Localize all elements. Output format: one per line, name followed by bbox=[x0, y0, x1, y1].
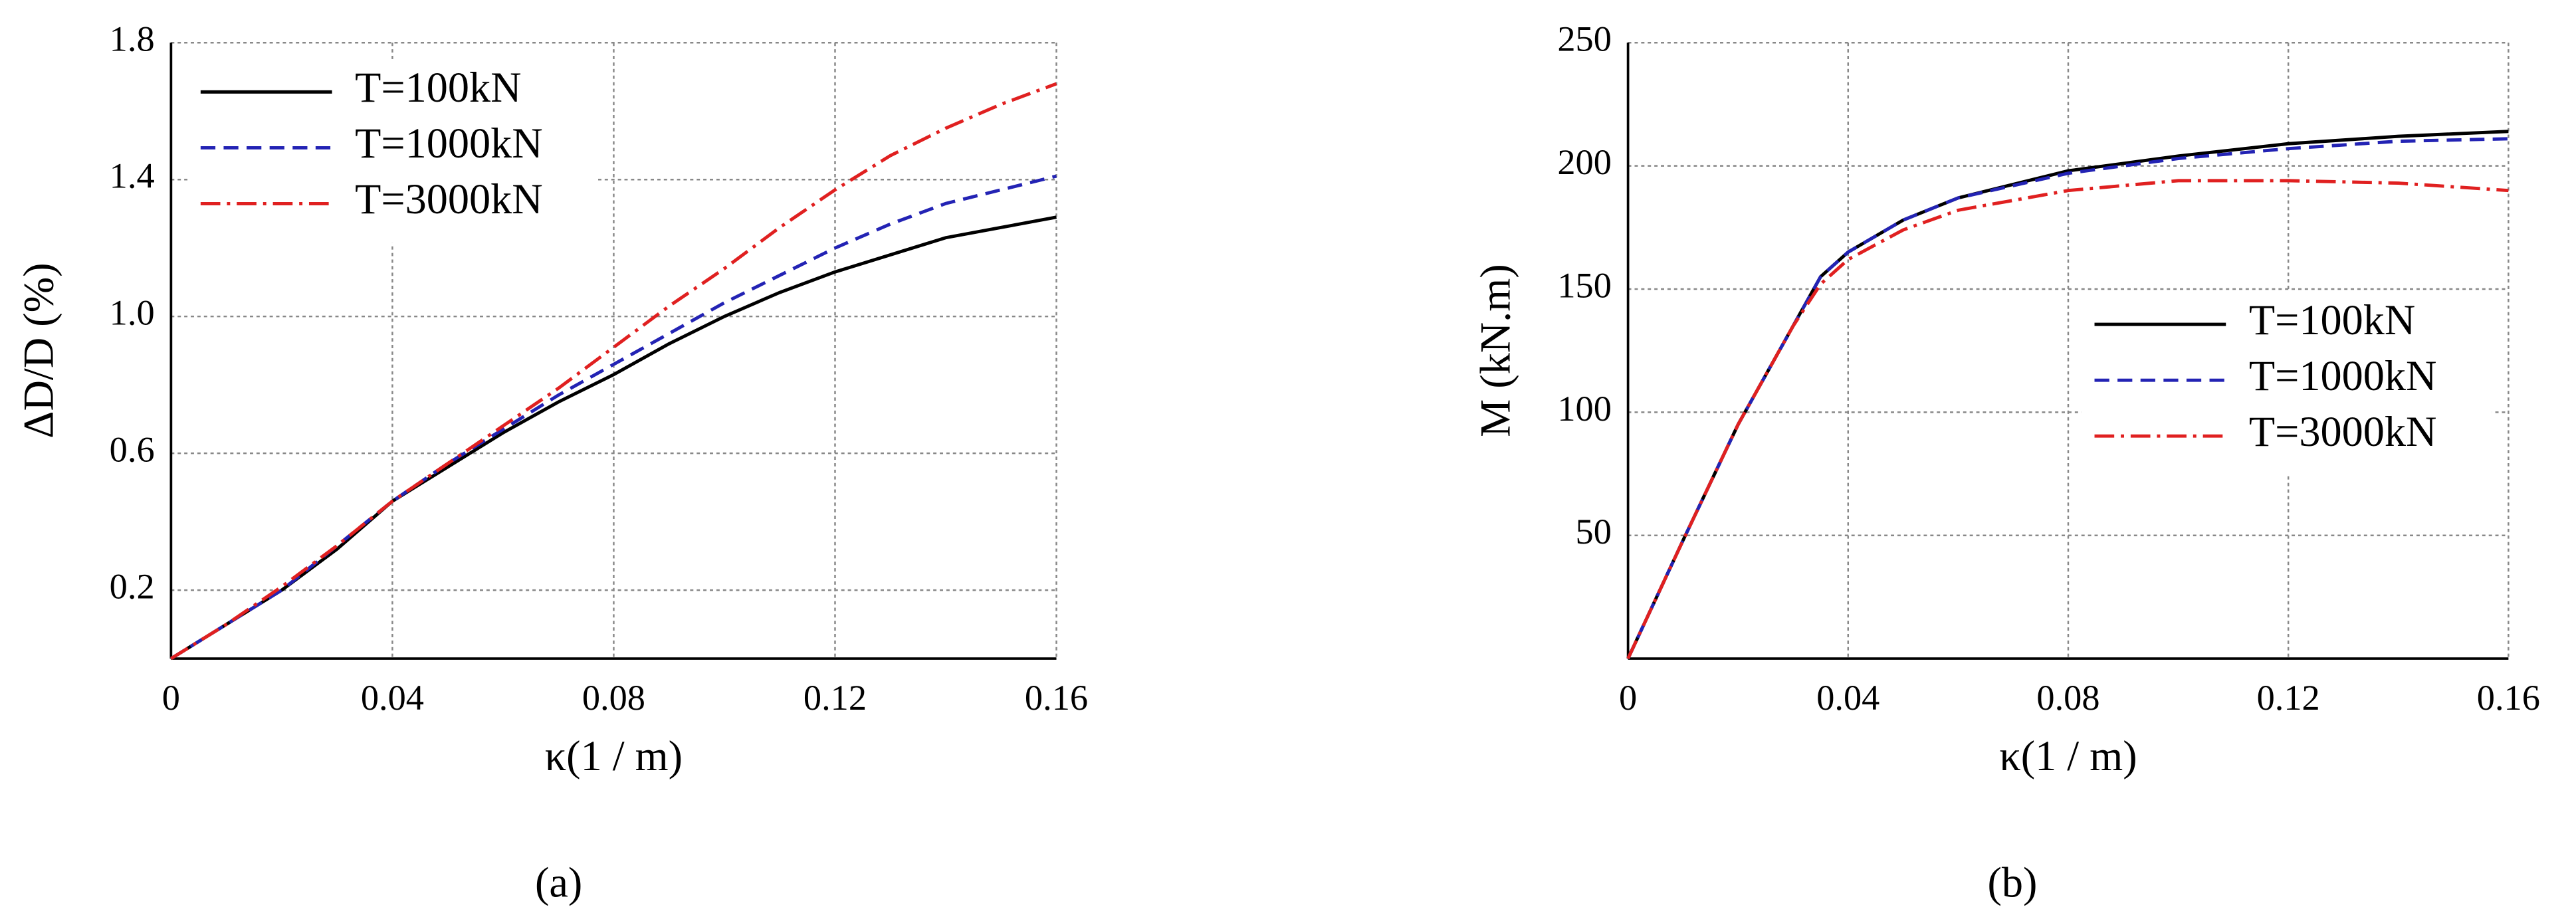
x-tick-label: 0.12 bbox=[804, 678, 867, 718]
x-tick-label: 0.04 bbox=[1816, 678, 1879, 718]
y-axis-label: ΔD/D (%) bbox=[15, 262, 62, 438]
legend-label: T=3000kN bbox=[355, 175, 543, 223]
y-tick-label: 50 bbox=[1576, 512, 1612, 552]
caption: (b) bbox=[1987, 859, 2037, 906]
x-tick-label: 0.04 bbox=[361, 678, 424, 718]
y-tick-label: 250 bbox=[1557, 19, 1612, 59]
x-tick-label: 0.08 bbox=[582, 678, 645, 718]
x-tick-label: 0.08 bbox=[2036, 678, 2099, 718]
legend-box bbox=[187, 58, 598, 243]
y-tick-label: 100 bbox=[1557, 389, 1612, 429]
y-tick-label: 1.4 bbox=[110, 156, 155, 196]
x-tick-label: 0.16 bbox=[1025, 678, 1088, 718]
x-tick-label: 0.12 bbox=[2257, 678, 2320, 718]
data-line bbox=[170, 174, 1057, 661]
x-tick-label: 0 bbox=[1619, 678, 1637, 718]
y-tick-label: 1.8 bbox=[110, 19, 155, 59]
y-tick-label: 0.6 bbox=[110, 430, 155, 470]
legend-label: T=100kN bbox=[355, 64, 521, 111]
caption: (a) bbox=[535, 859, 582, 906]
x-axis-label: κ(1 / m) bbox=[545, 732, 683, 779]
legend-box bbox=[2081, 291, 2492, 476]
x-tick-label: 0.16 bbox=[2477, 678, 2540, 718]
legend-label: T=1000kN bbox=[2249, 352, 2437, 399]
data-line bbox=[1626, 179, 2509, 660]
legend-label: T=3000kN bbox=[2249, 408, 2437, 455]
y-tick-label: 1.0 bbox=[110, 293, 155, 333]
y-tick-label: 200 bbox=[1557, 142, 1612, 182]
data-line bbox=[170, 215, 1057, 661]
y-axis-label: M (kN.m) bbox=[1472, 264, 1519, 437]
legend-label: T=100kN bbox=[2249, 296, 2415, 344]
x-tick-label: 0 bbox=[162, 678, 180, 718]
legend-label: T=1000kN bbox=[355, 120, 543, 167]
y-tick-label: 150 bbox=[1557, 265, 1612, 305]
x-axis-label: κ(1 / m) bbox=[1999, 732, 2137, 779]
y-tick-label: 0.2 bbox=[110, 567, 155, 607]
